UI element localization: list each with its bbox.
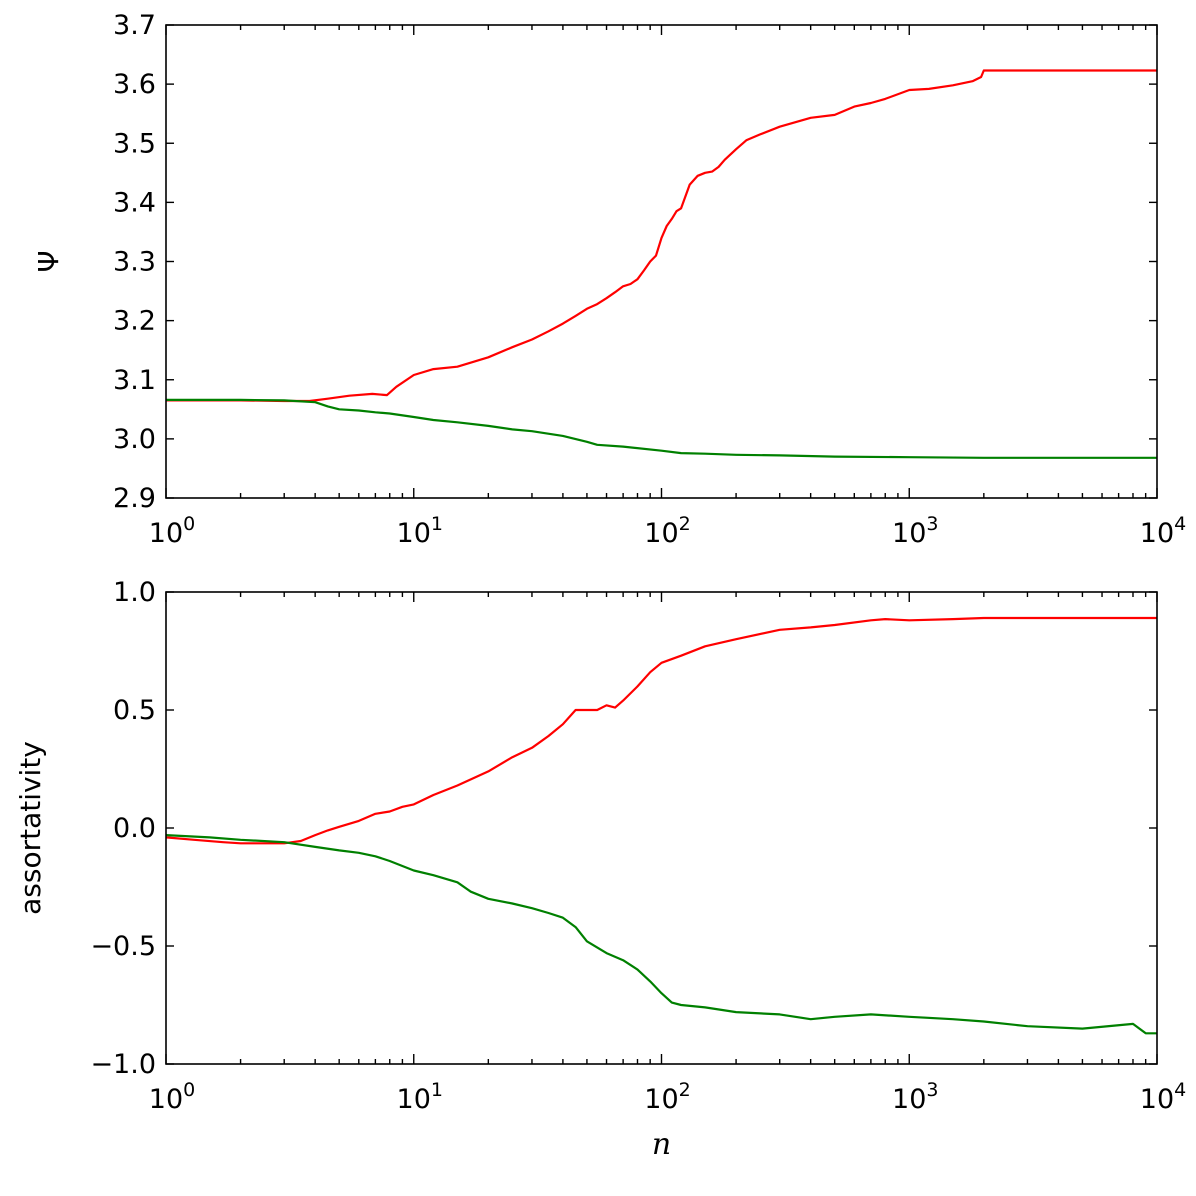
assortativity-ytick-label: −1.0 [90, 1049, 156, 1080]
psi-y-axis-label: Ψ [32, 250, 65, 272]
psi-ytick-label: 3.0 [113, 424, 156, 455]
psi-xtick-label: 101 [397, 513, 443, 549]
psi-ytick-label: 3.3 [113, 247, 156, 278]
assortativity-xtick-label: 104 [1140, 1079, 1186, 1115]
assortativity-xtick-label: 101 [397, 1079, 443, 1115]
assortativity-series-green-line [165, 834, 1157, 1035]
assortativity-y-axis-label: assortativity [14, 741, 47, 915]
assortativity-ytick-label: −0.5 [90, 931, 156, 962]
psi-ytick-label: 3.4 [113, 187, 156, 218]
assortativity-xtick-label: 102 [644, 1079, 690, 1115]
assortativity-ytick-label: 1.0 [113, 577, 156, 608]
assortativity-panel: −1.0 −0.5 0.0 0.5 1.0 100 101 102 103 104 assortat… [14, 577, 1186, 1162]
psi-xtick-label: 103 [892, 513, 938, 549]
psi-ytick-label: 3.5 [113, 128, 156, 159]
psi-panel: 2.9 3.0 3.1 3.2 3.3 3.4 3.5 3.6 3.7 100 101 102 103 1… [32, 10, 1186, 549]
psi-ytick-label: 3.1 [113, 365, 156, 396]
psi-ytick-label: 3.7 [113, 10, 156, 41]
psi-ytick-label: 3.6 [113, 69, 156, 100]
psi-xtick-label: 102 [644, 513, 690, 549]
assortativity-x-axis-label: n [652, 1127, 671, 1162]
assortativity-ytick-label: 0.5 [113, 695, 156, 726]
assortativity-series-red-line [165, 616, 1157, 845]
assortativity-xtick-label: 103 [892, 1079, 938, 1115]
psi-plot-frame [165, 24, 1158, 499]
psi-xtick-label: 104 [1140, 513, 1186, 549]
psi-series-red-line [166, 69, 1157, 403]
psi-ytick-label: 2.9 [113, 483, 156, 514]
psi-xtick-label: 100 [149, 513, 195, 549]
assortativity-xtick-label: 100 [149, 1079, 195, 1115]
psi-ytick-label: 3.2 [113, 306, 156, 337]
assortativity-ytick-label: 0.0 [113, 813, 156, 844]
psi-series-green-line [166, 398, 1157, 459]
